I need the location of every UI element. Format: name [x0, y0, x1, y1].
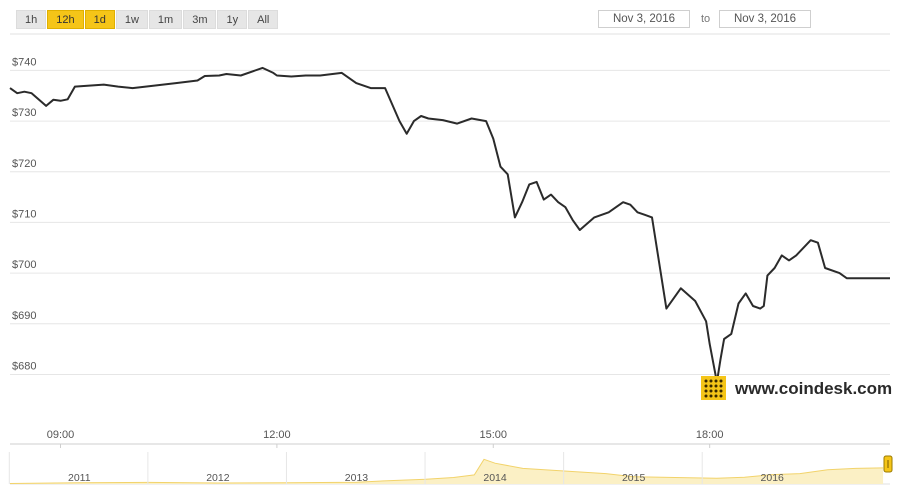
y-tick-label: $680	[12, 360, 36, 372]
x-tick-label: 18:00	[696, 429, 724, 441]
logo-dot	[719, 384, 723, 388]
navigator-area	[10, 459, 884, 484]
navigator-year-label: 2013	[345, 472, 369, 484]
navigator-year-label: 2016	[761, 472, 785, 484]
range-button-12h[interactable]: 12h	[47, 10, 84, 29]
y-tick-label: $720	[12, 158, 36, 170]
range-button-1h[interactable]: 1h	[16, 10, 47, 29]
y-tick-label: $700	[12, 259, 36, 271]
logo-dot	[709, 379, 713, 383]
logo-dot	[719, 379, 723, 383]
time-range-selector: 1h 12h 1d 1w 1m 3m 1y All	[16, 10, 279, 29]
logo-dot	[714, 384, 718, 388]
logo-dot	[704, 389, 708, 393]
logo-dot	[709, 384, 713, 388]
coindesk-logo	[701, 376, 726, 400]
range-button-1w[interactable]: 1w	[115, 10, 148, 29]
y-tick-label: $690	[12, 310, 36, 322]
range-button-all[interactable]: All	[248, 10, 279, 29]
y-tick-label: $740	[12, 56, 36, 68]
logo-dot	[714, 389, 718, 393]
logo-dot	[709, 389, 713, 393]
range-button-1y[interactable]: 1y	[217, 10, 248, 29]
y-tick-label: $730	[12, 107, 36, 119]
navigator-year-label: 2011	[68, 472, 91, 484]
range-button-1m[interactable]: 1m	[148, 10, 183, 29]
date-from-input[interactable]: Nov 3, 2016	[598, 10, 690, 28]
logo-dot	[709, 394, 713, 398]
logo-dot	[714, 379, 718, 383]
logo-dot	[704, 379, 708, 383]
logo-dot	[719, 389, 723, 393]
range-button-3m[interactable]: 3m	[183, 10, 217, 29]
to-label: to	[701, 13, 711, 25]
logo-dot	[719, 394, 723, 398]
y-tick-label: $710	[12, 208, 36, 220]
x-tick-label: 15:00	[480, 429, 508, 441]
navigator-year-label: 2015	[622, 472, 646, 484]
logo-dot	[704, 394, 708, 398]
navigator-year-label: 2012	[206, 472, 230, 484]
x-tick-label: 09:00	[47, 429, 75, 441]
brand-url: www.coindesk.com	[734, 379, 892, 398]
date-to-input[interactable]: Nov 3, 2016	[719, 10, 811, 28]
navigator-line	[9, 458, 884, 484]
price-line	[9, 66, 890, 384]
logo-dot	[714, 394, 718, 398]
navigator-year-label: 2014	[483, 472, 507, 484]
range-button-1d[interactable]: 1d	[84, 10, 115, 29]
logo-dot	[704, 384, 708, 388]
x-tick-label: 12:00	[263, 429, 291, 441]
